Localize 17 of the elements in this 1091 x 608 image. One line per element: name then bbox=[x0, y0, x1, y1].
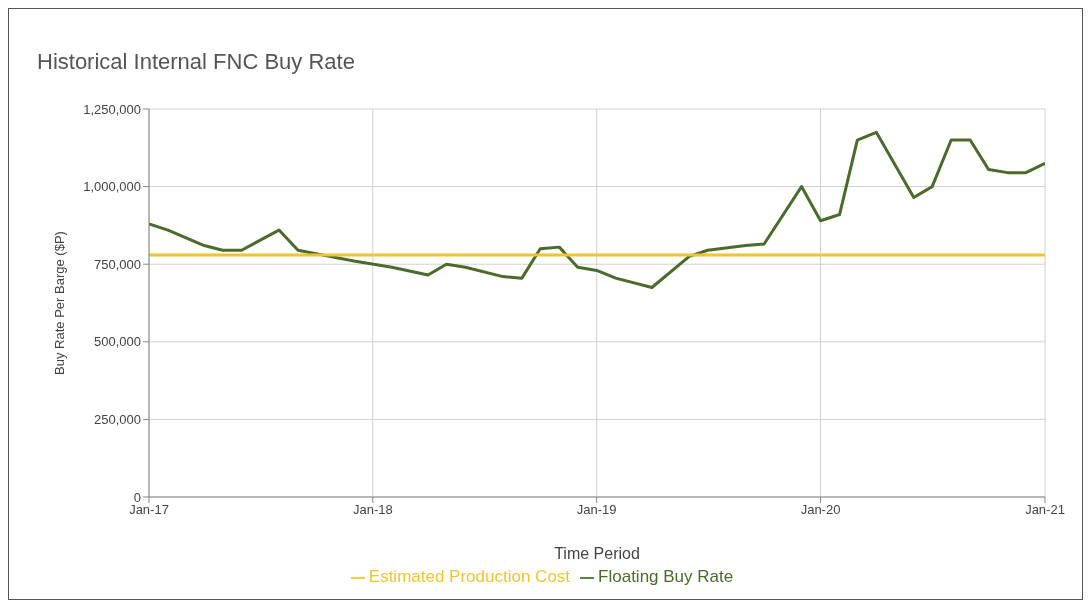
line-series bbox=[149, 130, 1045, 289]
x-tick-label: Jan-17 bbox=[129, 502, 169, 518]
y-tick-label: 250,000 bbox=[94, 412, 141, 428]
y-tick-label: 500,000 bbox=[94, 334, 141, 350]
x-tick-label: Jan-18 bbox=[352, 502, 393, 518]
x-tick-label: Jan-20 bbox=[800, 502, 841, 518]
x-tick-label: Jan-19 bbox=[576, 502, 617, 518]
x-axis-title: Time Period bbox=[554, 545, 640, 562]
legend-label: Estimated Production Cost bbox=[368, 567, 571, 586]
legend-label: Floating Buy Rate bbox=[598, 567, 734, 586]
y-tick-label: 1,250,000 bbox=[83, 101, 141, 117]
y-axis-title: Buy Rate Per Barge ($P) bbox=[51, 231, 67, 375]
y-tick-label: 0 bbox=[133, 489, 141, 505]
chart-title: Historical Internal FNC Buy Rate bbox=[36, 48, 356, 76]
x-tick-label: Jan-21 bbox=[1025, 502, 1065, 518]
y-tick-label: 1,000,000 bbox=[83, 179, 141, 195]
y-tick-label: 750,000 bbox=[94, 256, 141, 272]
